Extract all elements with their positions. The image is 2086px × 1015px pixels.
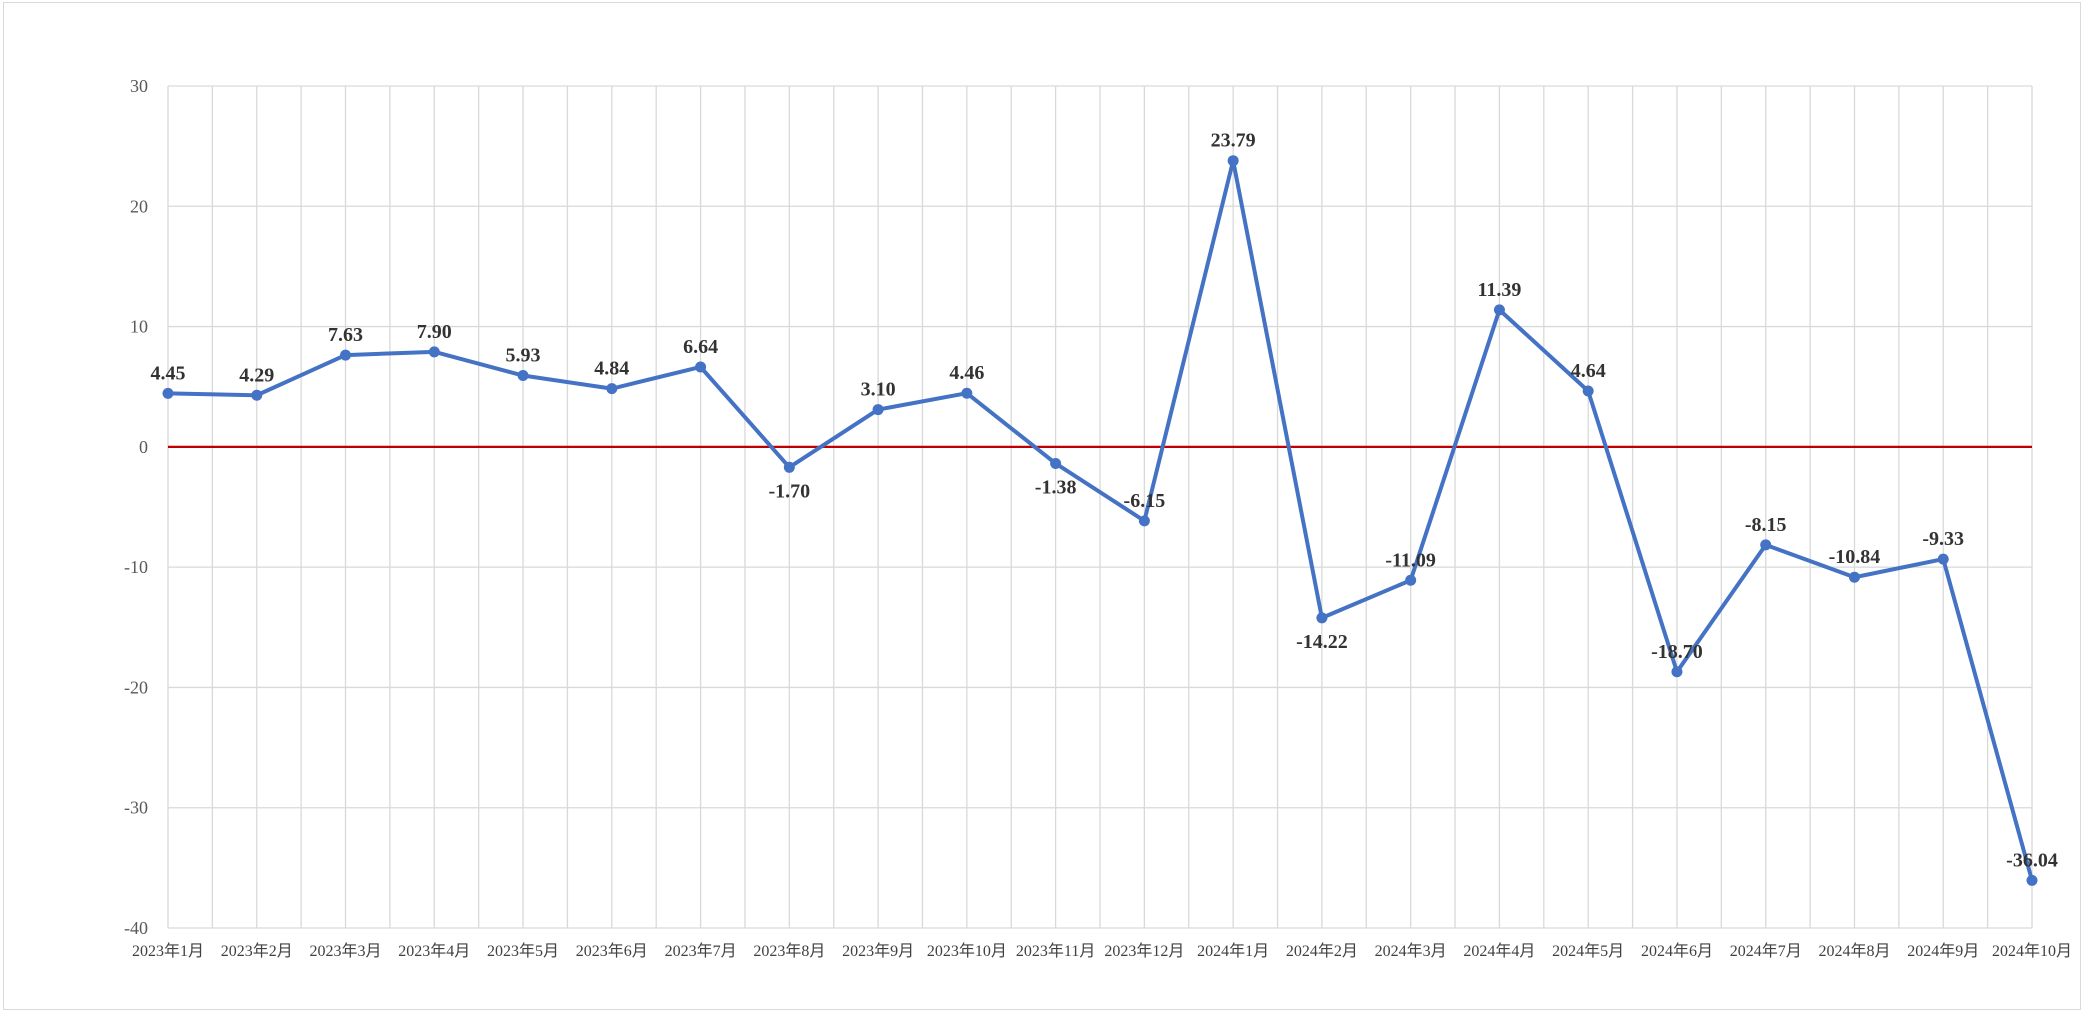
x-tick-label: 2024年3月	[1375, 942, 1447, 960]
data-label: -9.33	[1922, 528, 1964, 550]
x-axis-tick-labels: 2023年1月 2023年2月 2023年3月 2023年4月 2023年5月 2023年…	[132, 942, 2072, 960]
data-label: 6.64	[683, 336, 718, 358]
y-tick-label: 10	[130, 317, 148, 337]
data-point-marker	[1848, 571, 1860, 583]
data-label: 3.10	[861, 379, 896, 401]
x-tick-label: 2023年5月	[487, 942, 559, 960]
data-label: 7.90	[417, 321, 452, 343]
data-point-marker	[1227, 155, 1239, 167]
data-label: 4.84	[594, 358, 629, 380]
x-tick-label: 2023年6月	[576, 942, 648, 960]
data-label: 11.39	[1477, 279, 1521, 301]
x-tick-label: 2024年2月	[1286, 942, 1358, 960]
y-tick-label: 0	[139, 437, 148, 457]
x-tick-label: 2023年8月	[753, 942, 825, 960]
data-label: 5.93	[506, 345, 541, 367]
x-tick-label: 2023年1月	[132, 942, 204, 960]
data-point-marker	[428, 346, 440, 358]
series-line	[166, 158, 2034, 883]
data-point-marker	[1671, 666, 1683, 678]
x-tick-label: 2024年9月	[1907, 942, 1979, 960]
data-point-marker	[1937, 553, 1949, 565]
data-label: 23.79	[1211, 130, 1256, 152]
data-markers	[162, 155, 2038, 886]
y-tick-label: 30	[130, 76, 148, 96]
data-label: -18.70	[1651, 641, 1703, 663]
data-label: -1.70	[768, 480, 810, 502]
x-tick-label: 2023年2月	[221, 942, 293, 960]
x-tick-label: 2023年12月	[1104, 942, 1184, 960]
data-point-marker	[606, 383, 618, 395]
x-tick-label: 2023年7月	[665, 942, 737, 960]
x-tick-label: 2024年5月	[1552, 942, 1624, 960]
x-tick-label: 2023年9月	[842, 942, 914, 960]
y-tick-label: -30	[124, 798, 148, 818]
data-label: 7.63	[328, 324, 363, 346]
data-label: -6.15	[1124, 490, 1166, 512]
data-point-marker	[162, 387, 174, 399]
x-tick-label: 2024年6月	[1641, 942, 1713, 960]
x-tick-label: 2023年11月	[1016, 942, 1095, 960]
y-tick-label: 20	[130, 196, 148, 216]
data-point-marker	[1582, 385, 1594, 397]
data-point-marker	[961, 387, 973, 399]
x-tick-label: 2024年10月	[1992, 942, 2072, 960]
data-label: -10.84	[1829, 546, 1881, 568]
data-point-marker	[251, 389, 263, 401]
horizontal-gridlines	[168, 85, 2032, 929]
y-axis-tick-labels: 30 20 10 0 -10 -20 -30 -40	[124, 76, 148, 938]
data-label: 4.64	[1571, 360, 1606, 382]
x-tick-label: 2024年8月	[1818, 942, 1890, 960]
vertical-gridlines	[167, 86, 2033, 928]
data-label: 4.45	[151, 362, 186, 384]
data-point-marker	[340, 349, 352, 361]
x-tick-label: 2023年4月	[398, 942, 470, 960]
data-point-marker	[1050, 457, 1062, 469]
chart-frame	[3, 2, 2081, 1010]
data-label: 4.46	[949, 362, 984, 384]
y-tick-label: -20	[124, 677, 148, 697]
data-labels: 4.45 4.29 7.63 7.90 5.93 4.84 6.64 -1.70 3.10 4.4…	[151, 130, 2058, 872]
x-tick-label: 2024年1月	[1197, 942, 1269, 960]
data-point-marker	[783, 461, 795, 473]
data-point-marker	[1493, 304, 1505, 316]
data-label: -1.38	[1035, 476, 1077, 498]
y-tick-label: -40	[124, 918, 148, 938]
x-tick-label: 2023年10月	[927, 942, 1007, 960]
data-point-marker	[1138, 515, 1150, 527]
data-point-marker	[695, 361, 707, 373]
data-label: -8.15	[1745, 514, 1787, 536]
y-tick-label: -10	[124, 557, 148, 577]
x-tick-label: 2024年7月	[1730, 942, 1802, 960]
data-point-marker	[872, 404, 884, 416]
series-group	[166, 158, 2034, 883]
data-point-marker	[517, 370, 529, 382]
data-label: 4.29	[239, 364, 274, 386]
data-label: -14.22	[1296, 631, 1348, 653]
data-point-marker	[1760, 539, 1772, 551]
data-point-marker	[2026, 874, 2038, 886]
data-point-marker	[1316, 612, 1328, 624]
data-label: -36.04	[2006, 849, 2058, 871]
data-label: -11.09	[1385, 549, 1436, 571]
x-tick-label: 2023年3月	[310, 942, 382, 960]
x-tick-label: 2024年4月	[1463, 942, 1535, 960]
data-point-marker	[1405, 574, 1417, 586]
